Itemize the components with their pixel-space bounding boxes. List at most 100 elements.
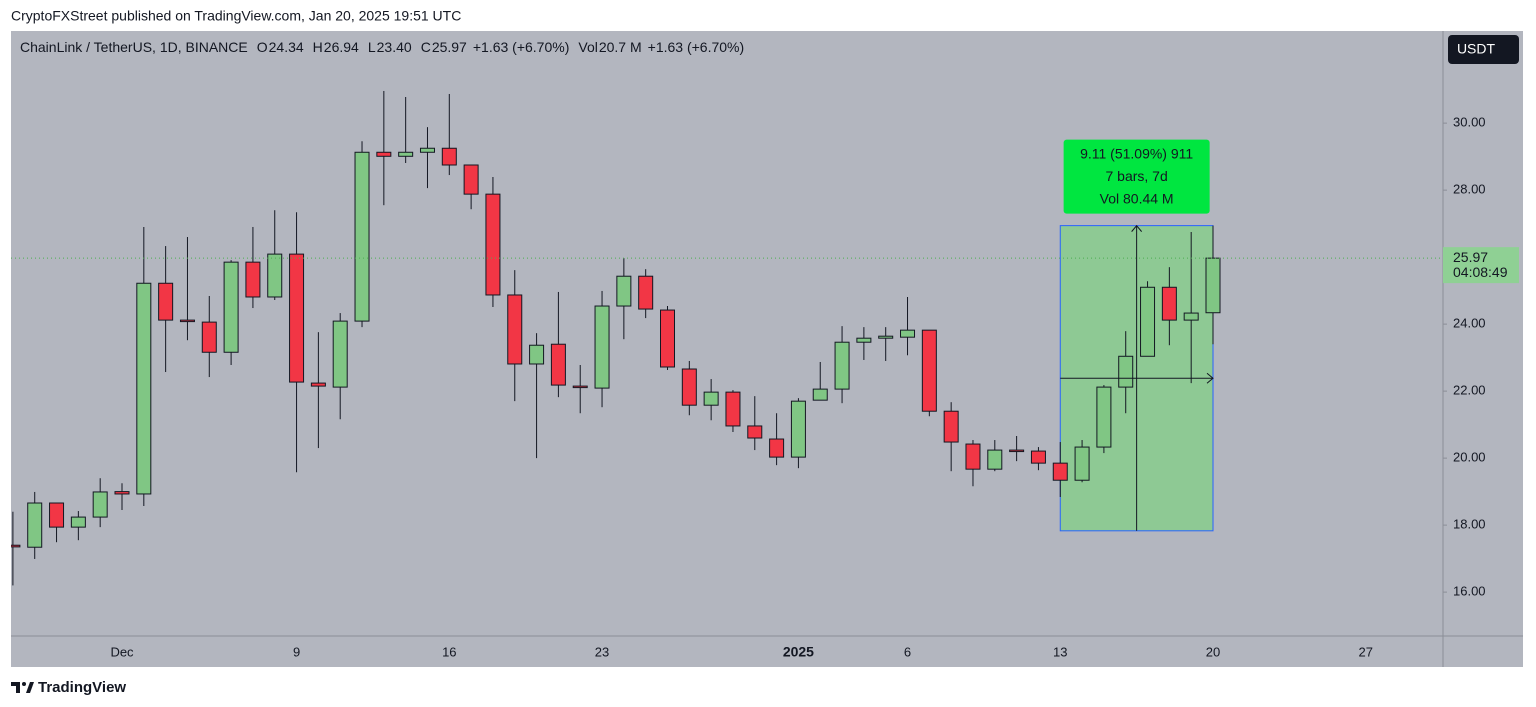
y-tick-label: 28.00 (1453, 182, 1486, 197)
candle-body (1183, 312, 1199, 321)
legend-key: Vol (578, 39, 597, 55)
candle-body (834, 341, 850, 390)
candle-body (769, 438, 785, 458)
candle-body (136, 282, 152, 495)
candle-body (507, 294, 523, 365)
footer-brand: TradingView (38, 679, 126, 696)
candle-body (987, 449, 1003, 470)
candle-body (681, 368, 697, 406)
candle-body (660, 309, 675, 368)
last-price-tag (1443, 247, 1519, 284)
legend-value: +1.63 (+6.70%) (648, 39, 745, 55)
y-tick-label: 20.00 (1453, 450, 1486, 465)
legend-value: 24.34 (269, 39, 304, 55)
candle-body (419, 147, 435, 153)
x-tick-label: Dec (110, 644, 134, 659)
legend-value: 26.94 (324, 39, 359, 55)
legend-value: 20.7 M (599, 39, 642, 55)
candle-body (1118, 355, 1134, 388)
candle-body (900, 329, 916, 338)
y-tick-label: 16.00 (1453, 584, 1486, 599)
candle-body (27, 502, 43, 548)
candle-body (856, 337, 872, 343)
candle-body (638, 275, 654, 310)
candle-body (201, 321, 217, 353)
logo-slash (26, 682, 34, 693)
candle-body (289, 253, 305, 383)
currency-label[interactable]: USDT (1457, 41, 1496, 57)
candle-body (245, 261, 261, 298)
candle-body (114, 491, 130, 495)
candle-body (179, 319, 195, 323)
candle-body (158, 282, 174, 321)
candle-body (921, 329, 937, 412)
x-tick-label: 13 (1053, 644, 1067, 659)
measure-arrowhead-h (1206, 372, 1214, 384)
candle-body (550, 343, 566, 386)
publisher-header: CryptoFXStreet published on TradingView.… (11, 8, 461, 24)
candle-body (1096, 386, 1112, 448)
candle-body (594, 305, 610, 389)
measure-label: 7 bars, 7d (1105, 168, 1167, 184)
logo-dot (22, 682, 26, 686)
candle-body (92, 491, 108, 518)
candle-body (267, 253, 283, 298)
x-tick-label: 27 (1359, 644, 1373, 659)
candle-body (878, 335, 894, 339)
legend-key: L (368, 39, 376, 55)
measure-label: 9.11 (51.09%) 911 (1080, 145, 1193, 161)
candle-body (1161, 286, 1177, 321)
candle-body (1052, 462, 1068, 481)
candle-body (725, 391, 741, 427)
overlay: 16.0018.0020.0022.0024.0026.0028.0030.00… (110, 115, 1519, 660)
x-tick-label: 9 (293, 644, 300, 659)
y-tick-label: 18.00 (1453, 517, 1486, 532)
candle-body (529, 344, 545, 365)
x-tick-label: 20 (1206, 644, 1220, 659)
legend-key: C (421, 39, 431, 55)
measure-label: Vol 80.44 M (1100, 190, 1174, 206)
candle-body (441, 147, 457, 166)
symbol-legend: ChainLink / TetherUS, 1D, BINANCE O24.34 H… (20, 39, 744, 55)
x-tick-label: 16 (442, 644, 456, 659)
candle-body (616, 275, 632, 307)
logo-mark (11, 682, 20, 693)
countdown-label: 04:08:49 (1453, 264, 1508, 280)
candle-body (943, 410, 959, 443)
currency-badge[interactable] (1448, 35, 1519, 64)
symbol: ChainLink / TetherUS, 1D, BINANCE (20, 39, 248, 55)
candle-body (485, 193, 501, 296)
candle-body (398, 151, 414, 157)
legend-value: +1.63 (+6.70%) (473, 39, 570, 55)
candle-body (70, 516, 86, 528)
x-tick-label: 23 (595, 644, 609, 659)
candle-body (812, 388, 828, 401)
candle-body (965, 443, 981, 470)
candle-body (790, 400, 806, 458)
x-tick-label: 6 (904, 644, 911, 659)
candle-body (1140, 286, 1156, 357)
candle-body (332, 320, 348, 388)
candle-body (1074, 446, 1090, 481)
candle-body (354, 151, 370, 322)
candle-body (572, 385, 588, 389)
candle-body (463, 164, 479, 195)
candle-body (1009, 449, 1025, 453)
candle-body (11, 544, 21, 548)
candle-body (747, 425, 763, 439)
y-tick-label: 30.00 (1453, 115, 1486, 130)
x-tick-label: 2025 (783, 644, 814, 660)
candle-body (310, 382, 326, 387)
plot-area (11, 90, 1443, 586)
tradingview-logo (11, 682, 34, 693)
candle-body (223, 261, 239, 353)
chart-background (11, 31, 1523, 667)
legend-value: 23.40 (377, 39, 412, 55)
legend-key: O (257, 39, 268, 55)
candle-body (703, 391, 719, 406)
measure-arrowhead-v (1131, 224, 1143, 232)
candle-body (1205, 257, 1221, 314)
last-price-label: 25.97 (1453, 249, 1488, 265)
y-tick-label: 24.00 (1453, 316, 1486, 331)
